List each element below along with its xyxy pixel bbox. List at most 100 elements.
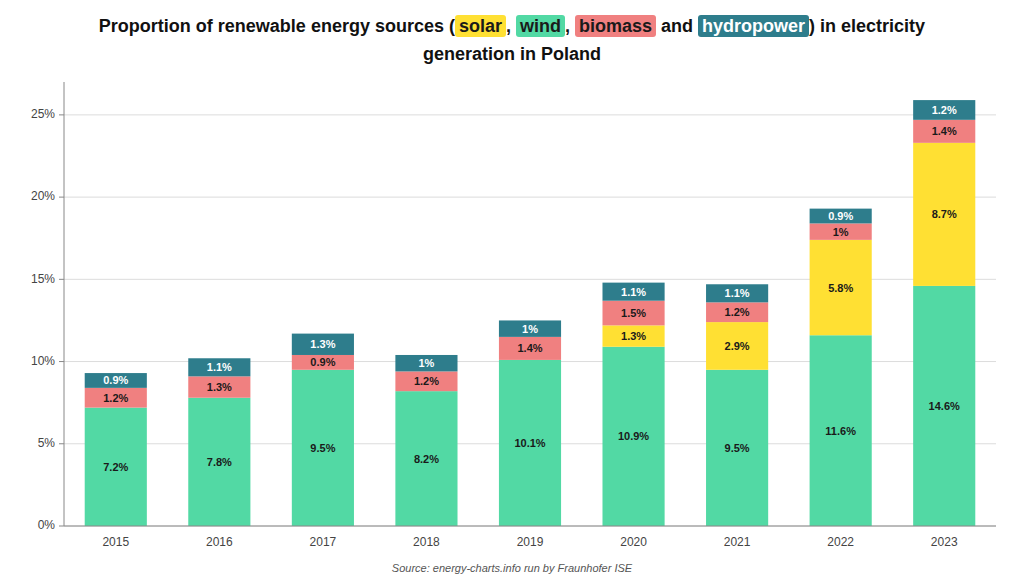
data-label: 1.3%: [310, 338, 335, 350]
grid-line: [64, 526, 996, 527]
source-note: Source: energy-charts.info run by Fraunh…: [0, 560, 1024, 580]
bar-segment: [706, 322, 768, 370]
data-label: 1.2%: [103, 392, 128, 404]
bar-segment: [85, 388, 147, 408]
bar-segment: [810, 209, 872, 224]
data-label: 1.3%: [621, 330, 646, 342]
bar-segment: [188, 376, 250, 397]
y-tick-label: 5%: [38, 436, 56, 450]
bar-segment: [810, 335, 872, 526]
data-label: 1.5%: [621, 307, 646, 319]
x-tick-label: 2017: [310, 535, 337, 549]
bar-segment: [706, 370, 768, 526]
y-tick-label: 0%: [38, 518, 56, 532]
data-label: 8.2%: [414, 453, 439, 465]
title: Proportion of renewable energy sources (…: [0, 0, 1024, 72]
data-label: 8.7%: [932, 208, 957, 220]
data-label: 9.5%: [725, 442, 750, 454]
bar-segment: [188, 358, 250, 376]
chart: 0%5%10%15%20%25%7.2%7.8%9.5%8.2%10.1%10.…: [0, 72, 1024, 560]
y-tick: [59, 361, 64, 362]
bar-segment: [810, 240, 872, 335]
data-label: 5.8%: [828, 282, 853, 294]
bar-segment: [85, 408, 147, 526]
bar-segment: [602, 325, 664, 346]
y-tick-label: 15%: [31, 272, 55, 286]
y-axis-line: [64, 82, 65, 526]
data-label: 1.4%: [517, 342, 542, 354]
bars: [85, 100, 976, 526]
y-axis: 0%5%10%15%20%25%: [31, 82, 64, 532]
title-highlight: wind: [516, 15, 565, 37]
y-tick: [59, 526, 64, 527]
bar-segment: [706, 302, 768, 322]
data-label: 1.1%: [207, 361, 232, 373]
data-label: 1.4%: [932, 125, 957, 137]
y-tick: [59, 197, 64, 198]
title-highlight: hydropower: [698, 15, 809, 37]
x-tick-label: 2015: [102, 535, 129, 549]
bar-segment: [85, 373, 147, 388]
x-tick-label: 2016: [206, 535, 233, 549]
x-tick-label: 2020: [620, 535, 647, 549]
bar-segment: [499, 320, 561, 336]
data-label: 9.5%: [310, 442, 335, 454]
bar-segment: [913, 286, 975, 526]
x-tick-label: 2019: [517, 535, 544, 549]
data-label: 1.1%: [621, 286, 646, 298]
bar-segment: [706, 284, 768, 302]
data-label: 1.2%: [725, 306, 750, 318]
bar-segment: [395, 371, 457, 391]
data-label: 7.8%: [207, 456, 232, 468]
plot-container: 0%5%10%15%20%25%7.2%7.8%9.5%8.2%10.1%10.…: [0, 72, 1024, 560]
bar-segment: [913, 100, 975, 120]
title-highlight: biomass: [575, 15, 656, 37]
y-tick: [59, 279, 64, 280]
x-tick-label: 2018: [413, 535, 440, 549]
data-label: 1%: [522, 323, 538, 335]
bar-segment: [188, 398, 250, 526]
bar-segment: [292, 355, 354, 370]
data-labels: 7.2% 7.8% 9.5% 8.2% 10.1% 10.9% 9.5% 11.6% 14.6%…: [103, 104, 960, 473]
bar-segment: [602, 301, 664, 326]
y-tick: [59, 114, 64, 115]
data-label: 11.6%: [825, 425, 856, 437]
x-tick-label: 2023: [931, 535, 958, 549]
bar-segment: [602, 283, 664, 301]
data-label: 1%: [833, 226, 849, 238]
data-label: 1.2%: [414, 375, 439, 387]
data-label: 0.9%: [310, 356, 335, 368]
page: {"chart_data": { "type": "bar", "stacked…: [0, 0, 1024, 580]
bar-segment: [913, 120, 975, 143]
bar-segment: [395, 355, 457, 371]
data-label: 10.1%: [514, 437, 545, 449]
bar-segment: [292, 334, 354, 355]
bar-segment: [395, 391, 457, 526]
x-axis-line: [64, 526, 996, 527]
data-label: 1.3%: [207, 381, 232, 393]
bar-segment: [913, 143, 975, 286]
data-label: 1.1%: [725, 287, 750, 299]
data-label: 2.9%: [725, 340, 750, 352]
data-label: 10.9%: [618, 430, 649, 442]
bar-segment: [602, 347, 664, 526]
y-tick: [59, 443, 64, 444]
bar-segment: [810, 223, 872, 239]
y-tick-label: 10%: [31, 354, 55, 368]
data-label: 14.6%: [929, 400, 960, 412]
grid-line: [64, 114, 996, 115]
bar-segment: [499, 360, 561, 526]
bar-segment: [292, 370, 354, 526]
y-grid: [64, 115, 996, 526]
x-tick-label: 2021: [724, 535, 751, 549]
bar-segment: [499, 337, 561, 360]
data-label: 7.2%: [103, 461, 128, 473]
data-label: 1%: [418, 357, 434, 369]
y-tick-label: 20%: [31, 189, 55, 203]
grid-line: [64, 197, 996, 198]
data-label: 0.9%: [828, 210, 853, 222]
title-highlight: solar: [455, 15, 506, 37]
data-label: 1.2%: [932, 104, 957, 116]
x-axis: 201520162017201820192020202120222023: [64, 526, 996, 549]
data-label: 0.9%: [103, 374, 128, 386]
